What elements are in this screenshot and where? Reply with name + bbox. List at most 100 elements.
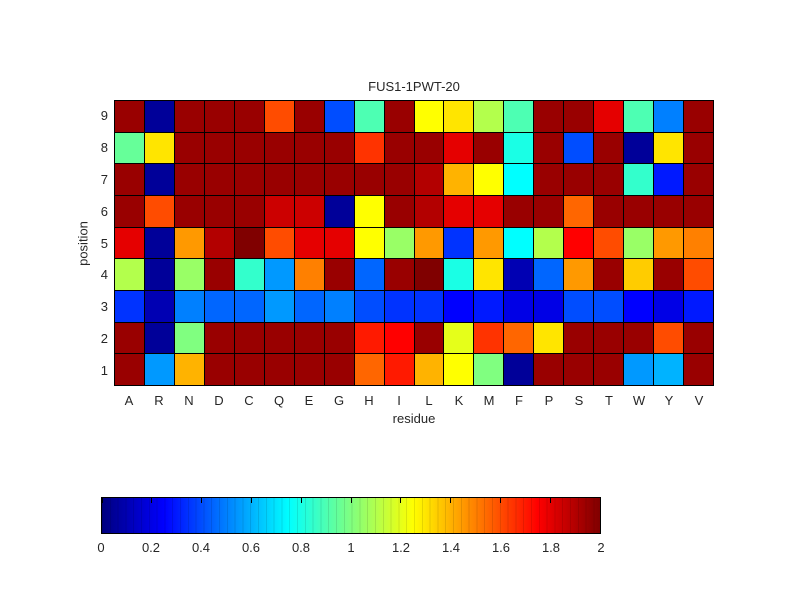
heatmap-cell bbox=[234, 164, 264, 195]
heatmap-cell bbox=[174, 227, 204, 259]
heatmap-cell bbox=[654, 322, 684, 354]
heatmap-cell bbox=[444, 101, 474, 132]
heatmap-cell bbox=[144, 227, 174, 259]
heatmap-cell bbox=[234, 195, 264, 227]
x-tick-label: H bbox=[364, 393, 374, 408]
heatmap-cell bbox=[414, 227, 444, 259]
x-tick-label: I bbox=[397, 393, 401, 408]
x-tick-label: G bbox=[333, 393, 345, 408]
colorbar-tick-mark bbox=[400, 498, 402, 503]
x-tick-label: T bbox=[605, 393, 613, 408]
heatmap-cell bbox=[294, 164, 324, 195]
heatmap-cell bbox=[324, 195, 354, 227]
heatmap-cell bbox=[654, 354, 684, 385]
heatmap-cell bbox=[384, 290, 414, 322]
heatmap-cell bbox=[414, 195, 444, 227]
heatmap-cell bbox=[474, 227, 504, 259]
heatmap-cell bbox=[204, 132, 234, 164]
heatmap-cell bbox=[504, 132, 534, 164]
heatmap-cell bbox=[594, 354, 624, 385]
heatmap-cell bbox=[354, 132, 384, 164]
heatmap-cell bbox=[264, 164, 294, 195]
heatmap-cell bbox=[174, 132, 204, 164]
colorbar-tick-label: 1 bbox=[347, 540, 355, 555]
heatmap-cell bbox=[654, 290, 684, 322]
heatmap-cell bbox=[264, 322, 294, 354]
colorbar-tick-label: 0.4 bbox=[191, 540, 211, 555]
heatmap-cell bbox=[324, 101, 354, 132]
heatmap-cell bbox=[204, 290, 234, 322]
heatmap-cell bbox=[414, 132, 444, 164]
x-axis-label: residue bbox=[392, 411, 436, 426]
colorbar-tick-mark bbox=[549, 498, 551, 503]
heatmap-cell bbox=[624, 164, 654, 195]
heatmap-cell bbox=[264, 195, 294, 227]
y-tick-label: 9 bbox=[100, 108, 108, 124]
heatmap-cell bbox=[204, 322, 234, 354]
heatmap-cell bbox=[594, 164, 624, 195]
heatmap-cell bbox=[144, 195, 174, 227]
heatmap-cell bbox=[354, 259, 384, 290]
heatmap-cell bbox=[384, 227, 414, 259]
heatmap-cell bbox=[444, 354, 474, 385]
heatmap-cell bbox=[144, 101, 174, 132]
heatmap-cell bbox=[414, 322, 444, 354]
colorbar-tick-mark bbox=[101, 498, 103, 503]
heatmap-cell bbox=[384, 101, 414, 132]
heatmap-cell bbox=[564, 164, 594, 195]
heatmap-cell bbox=[115, 164, 144, 195]
x-tick-label: N bbox=[184, 393, 194, 408]
heatmap-cell bbox=[204, 195, 234, 227]
heatmap-cell bbox=[115, 354, 144, 385]
colorbar bbox=[101, 497, 601, 534]
heatmap-cell bbox=[384, 259, 414, 290]
x-tick-label: M bbox=[483, 393, 495, 408]
heatmap-cell bbox=[144, 164, 174, 195]
heatmap-cell bbox=[534, 227, 564, 259]
heatmap-cell bbox=[174, 101, 204, 132]
colorbar-tick-label: 0.8 bbox=[291, 540, 311, 555]
y-tick-label: 2 bbox=[100, 330, 108, 346]
heatmap-cell bbox=[504, 259, 534, 290]
heatmap-cell bbox=[564, 132, 594, 164]
colorbar-tick-mark bbox=[499, 498, 501, 503]
x-tick-label: D bbox=[214, 393, 224, 408]
heatmap-cell bbox=[115, 195, 144, 227]
heatmap-cell bbox=[564, 227, 594, 259]
heatmap-cell bbox=[264, 227, 294, 259]
heatmap-cell bbox=[174, 290, 204, 322]
heatmap-cell bbox=[594, 227, 624, 259]
heatmap-cell bbox=[654, 259, 684, 290]
chart-title: FUS1-1PWT-20 bbox=[368, 79, 460, 94]
y-tick-label: 3 bbox=[100, 299, 108, 315]
heatmap-cell bbox=[204, 259, 234, 290]
heatmap-cell bbox=[294, 101, 324, 132]
heatmap-grid bbox=[114, 100, 714, 386]
x-tick-label: S bbox=[574, 393, 584, 408]
heatmap-cell bbox=[444, 322, 474, 354]
x-tick-label: L bbox=[425, 393, 433, 408]
heatmap-cell bbox=[204, 227, 234, 259]
colorbar-tick-label: 2 bbox=[597, 540, 605, 555]
heatmap-cell bbox=[684, 132, 713, 164]
colorbar-tick-label: 1.6 bbox=[491, 540, 511, 555]
heatmap-cell bbox=[294, 259, 324, 290]
heatmap-cell bbox=[624, 132, 654, 164]
x-tick-label: C bbox=[244, 393, 254, 408]
heatmap-cell bbox=[444, 259, 474, 290]
heatmap-cell bbox=[504, 164, 534, 195]
heatmap-cell bbox=[594, 132, 624, 164]
heatmap-cell bbox=[115, 290, 144, 322]
heatmap-cell bbox=[174, 164, 204, 195]
colorbar-segments bbox=[102, 498, 600, 533]
x-tick-label: A bbox=[124, 393, 134, 408]
heatmap-cell bbox=[234, 259, 264, 290]
heatmap-cell bbox=[115, 259, 144, 290]
heatmap-cell bbox=[624, 227, 654, 259]
heatmap-cell bbox=[624, 354, 654, 385]
heatmap-cell bbox=[624, 101, 654, 132]
heatmap-cell bbox=[534, 195, 564, 227]
heatmap-cell bbox=[384, 164, 414, 195]
heatmap-cell bbox=[174, 195, 204, 227]
